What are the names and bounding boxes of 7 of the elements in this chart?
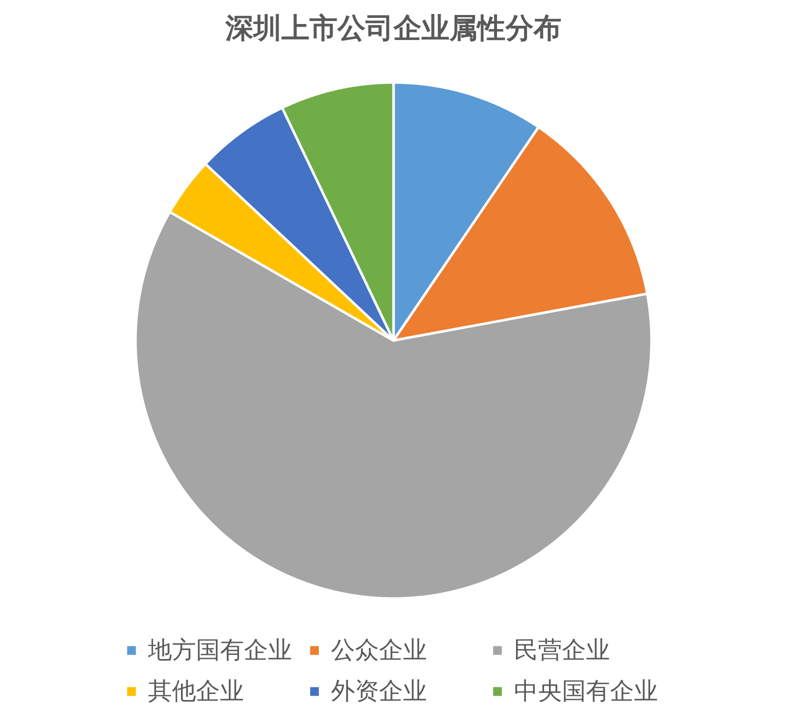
legend-label: 其他企业 (148, 676, 245, 707)
legend-label: 地方国有企业 (148, 635, 293, 666)
chart-title: 深圳上市公司企业属性分布 (224, 12, 562, 44)
legend-label: 民营企业 (514, 635, 611, 666)
legend-label: 中央国有企业 (514, 676, 659, 707)
legend-label: 外资企业 (331, 676, 428, 707)
legend-label: 公众企业 (331, 635, 428, 666)
